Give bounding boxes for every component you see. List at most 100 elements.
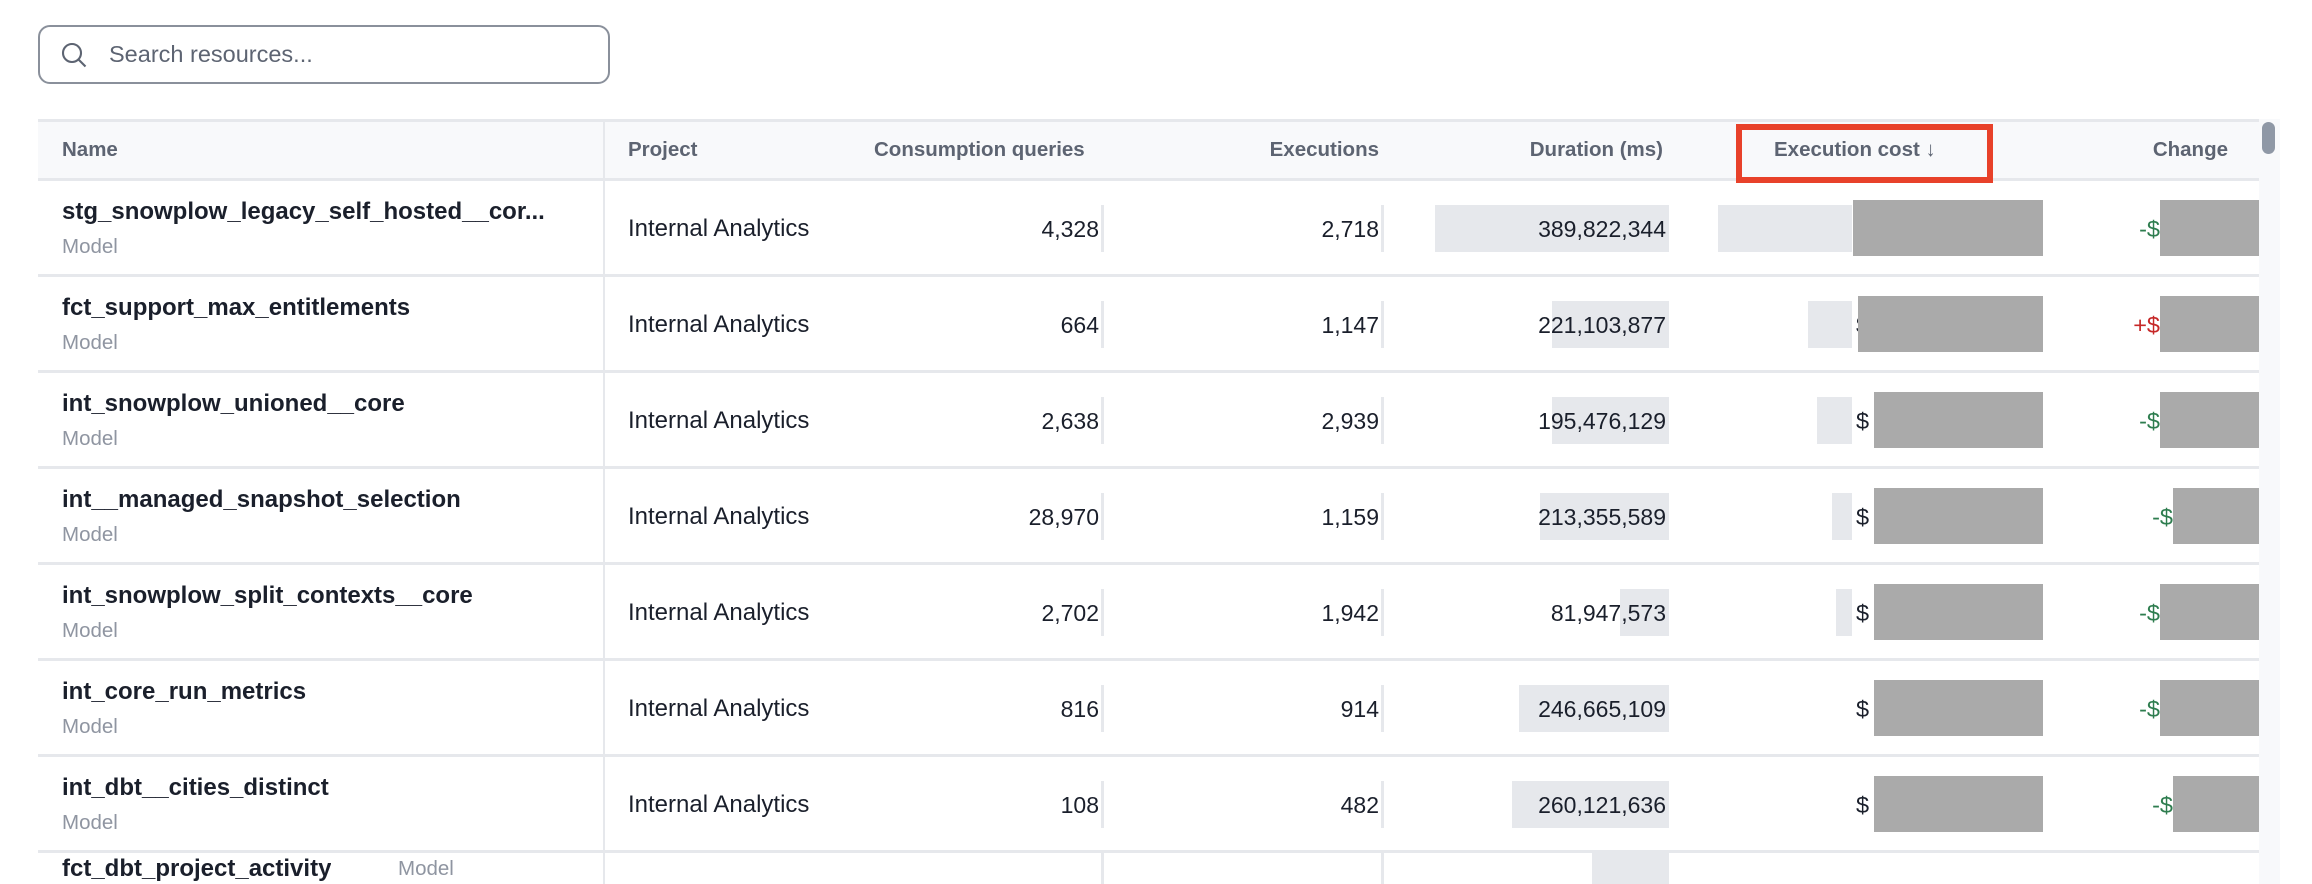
execution-cost-bar [1807,301,1852,348]
search-box[interactable] [38,25,610,84]
table-row[interactable]: int_dbt__cities_distinct Model Internal … [38,757,2259,853]
project-name: Internal Analytics [628,215,810,242]
execution-cost-prefix: $ [1856,600,1870,626]
duration-bar [1591,853,1669,884]
execution-cost-bar [1718,205,1852,252]
redacted-change [2160,680,2259,736]
redacted-execution-cost [1874,680,2043,736]
duration-value: 213,355,589 [1538,504,1666,530]
duration-bar [1552,397,1669,444]
resource-type: Model [398,857,454,880]
table-row[interactable]: int_core_run_metrics Model Internal Anal… [38,661,2259,757]
search-icon [61,42,87,68]
executions-value: 2,718 [1321,216,1379,242]
scrollbar[interactable] [2259,119,2280,884]
execution-cost-prefix: $ [1856,408,1870,434]
resource-name[interactable]: int__managed_snapshot_selection [62,486,461,513]
consumption-queries-bar [1101,589,1104,636]
duration-bar [1540,493,1669,540]
redacted-change [2160,584,2259,640]
project-name: Internal Analytics [628,791,810,818]
consumption-queries-value: 108 [1060,792,1099,818]
resource-name[interactable]: int_dbt__cities_distinct [62,774,329,801]
project-name: Internal Analytics [628,695,810,722]
highlight-box [1736,124,1993,183]
duration-value: 81,947,573 [1550,600,1666,626]
resource-type: Model [62,235,118,258]
resource-type: Model [62,619,118,642]
consumption-queries-value: 2,702 [1041,600,1099,626]
redacted-change [2160,392,2259,448]
column-header-project[interactable]: Project [628,138,698,161]
consumption-queries-bar [1101,397,1104,444]
scrollbar-thumb[interactable] [2262,122,2275,154]
executions-value: 1,147 [1321,312,1379,338]
resource-name[interactable]: fct_dbt_project_activity [62,855,332,882]
resource-type: Model [62,523,118,546]
consumption-queries-bar [1101,853,1104,884]
consumption-queries-value: 816 [1060,696,1099,722]
consumption-queries-bar [1101,685,1104,732]
project-name: Internal Analytics [628,311,810,338]
consumption-queries-bar [1101,781,1104,828]
resource-type: Model [62,331,118,354]
resources-table: Name Project Consumption queries Executi… [38,119,2259,884]
redacted-change [2173,488,2259,544]
consumption-queries-bar [1101,493,1104,540]
resource-name[interactable]: int_snowplow_unioned__core [62,390,405,417]
consumption-queries-bar [1101,301,1104,348]
resource-name[interactable]: int_core_run_metrics [62,678,307,705]
executions-bar [1381,397,1384,444]
consumption-queries-value: 28,970 [1028,504,1099,530]
redacted-execution-cost [1874,776,2043,832]
column-header-change[interactable]: Change [2152,138,2228,161]
table-row[interactable]: stg_snowplow_legacy_self_hosted__cor... … [38,181,2259,277]
executions-bar [1381,685,1384,732]
execution-cost-bar [1835,589,1852,636]
redacted-change [2173,776,2259,832]
executions-bar [1381,781,1384,828]
duration-value: 195,476,129 [1538,408,1666,434]
resource-name[interactable]: int_snowplow_split_contexts__core [62,582,473,609]
duration-value: 389,822,344 [1538,216,1666,242]
executions-value: 1,942 [1321,600,1379,626]
execution-cost-prefix: $ [1856,504,1870,530]
column-header-executions[interactable]: Executions [1269,138,1379,161]
executions-bar [1381,493,1384,540]
column-header-duration[interactable]: Duration (ms) [1529,138,1663,161]
column-header-execution-cost[interactable]: Execution cost ↓ [1774,138,1936,162]
change-prefix: -$ [2152,792,2173,818]
executions-bar [1381,853,1384,884]
table-row[interactable]: int_snowplow_split_contexts__core Model … [38,565,2259,661]
table-row[interactable]: int__managed_snapshot_selection Model In… [38,469,2259,565]
change-prefix: -$ [2152,504,2173,530]
duration-value: 260,121,636 [1538,792,1666,818]
change-prefix: -$ [2139,216,2160,242]
execution-cost-prefix: $ [1856,696,1870,722]
table-row[interactable]: int_snowplow_unioned__core Model Interna… [38,373,2259,469]
column-header-name[interactable]: Name [62,138,118,161]
redacted-execution-cost [1858,296,2043,352]
resource-name[interactable]: fct_support_max_entitlements [62,294,411,321]
executions-value: 1,159 [1321,504,1379,530]
resource-type: Model [62,715,118,738]
column-divider [603,119,605,884]
resource-type: Model [62,811,118,834]
resource-type: Model [62,427,118,450]
executions-value: 914 [1340,696,1379,722]
executions-bar [1381,589,1384,636]
change-prefix: +$ [2133,312,2160,338]
search-input[interactable] [109,38,579,71]
executions-bar [1381,205,1384,252]
resource-name[interactable]: stg_snowplow_legacy_self_hosted__cor... [62,198,545,225]
consumption-queries-bar [1101,205,1104,252]
table-row[interactable]: fct_dbt_project_activity Model [38,853,2259,884]
duration-bar [1619,589,1669,636]
redacted-execution-cost [1853,200,2043,256]
table-row[interactable]: fct_support_max_entitlements Model Inter… [38,277,2259,373]
duration-value: 246,665,109 [1538,696,1666,722]
column-header-consumption-queries[interactable]: Consumption queries [874,138,1085,161]
duration-bar [1552,301,1669,348]
execution-cost-bar [1831,493,1852,540]
